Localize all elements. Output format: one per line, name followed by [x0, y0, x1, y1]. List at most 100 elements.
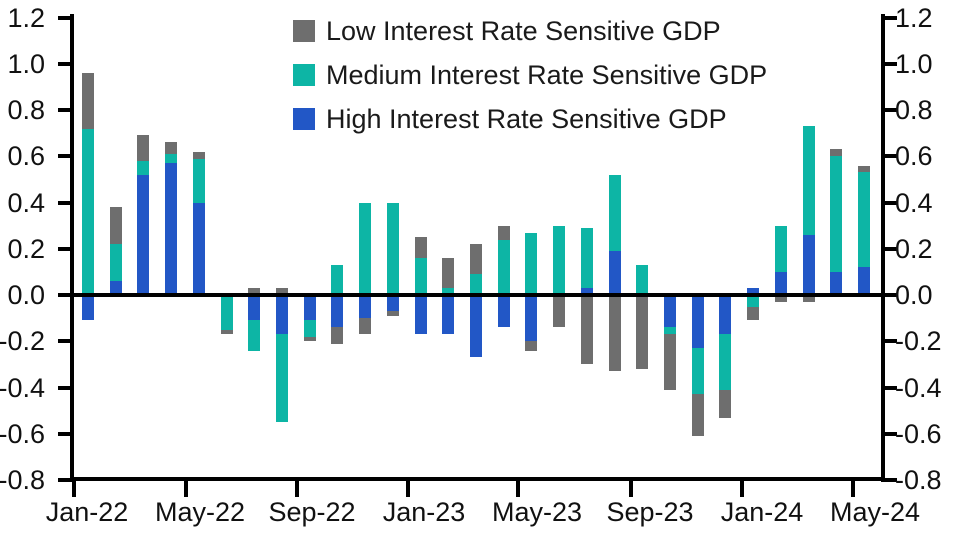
y-axis-tick — [58, 200, 74, 205]
bar-segment — [414, 258, 427, 295]
bar-segment — [608, 251, 621, 295]
bar-segment — [248, 320, 261, 351]
x-tick-label: Jan-24 — [720, 497, 804, 527]
bar-segment — [663, 334, 676, 390]
y-axis-tick — [58, 15, 74, 20]
bar-segment — [830, 271, 843, 295]
bar-segment — [442, 295, 455, 335]
bar-segment — [331, 264, 344, 295]
y-axis-tick — [58, 154, 74, 159]
bar-segment — [442, 288, 455, 295]
y-axis-tick — [881, 154, 897, 159]
y-axis-tick — [58, 431, 74, 436]
bar-segment — [497, 239, 510, 295]
y-axis-tick — [58, 293, 74, 297]
y-axis-tick — [881, 293, 897, 297]
bar-segment — [469, 295, 482, 358]
y-tick-label: -0.4 — [0, 372, 45, 403]
bar-segment — [82, 295, 94, 321]
y-tick-label: 1.2 — [895, 2, 933, 33]
bar-segment — [248, 288, 261, 295]
x-tick-label: Sep-22 — [268, 497, 356, 527]
y-tick-label: -0.2 — [895, 326, 942, 357]
bar-segment — [580, 288, 593, 295]
bar-segment — [137, 135, 150, 161]
x-tick-label: Sep-23 — [606, 497, 694, 527]
bar-segment — [802, 295, 815, 302]
bar-segment — [830, 156, 843, 272]
x-tick-label: May-23 — [491, 497, 583, 527]
y-axis-tick — [881, 246, 897, 251]
bar-segment — [220, 329, 233, 335]
y-tick-label: 0.2 — [7, 233, 45, 264]
y-tick-label: 0.6 — [895, 141, 933, 172]
bar-segment — [525, 341, 538, 351]
legend-label-high: High Interest Rate Sensitive GDP — [326, 104, 727, 134]
plot-area — [58, 14, 897, 497]
bar-segment — [275, 334, 288, 423]
bar-segment — [248, 295, 261, 321]
legend-swatch-medium-icon — [293, 64, 315, 86]
bar-segment — [303, 336, 316, 342]
x-tick-label: Jan-22 — [45, 497, 129, 527]
y-tick-label: -0.6 — [895, 418, 942, 449]
bar-segment — [857, 172, 870, 268]
y-axis-tick — [881, 200, 897, 205]
legend-item-low: Low Interest Rate Sensitive GDP — [293, 17, 767, 45]
x-axis-tick — [72, 481, 76, 497]
bar-segment — [165, 163, 178, 295]
x-axis-tick — [516, 481, 520, 497]
y-tick-label: 0.0 — [7, 280, 45, 310]
bar-segment — [525, 295, 538, 342]
bar-segment — [109, 281, 122, 295]
bar-segment — [386, 202, 399, 295]
bar-segment — [192, 158, 205, 203]
y-axis-tick — [881, 15, 897, 20]
y-axis-tick — [58, 339, 74, 344]
bar-segment — [359, 202, 372, 295]
bar-segment — [303, 320, 316, 337]
y-axis-labels-left: 1.2 1.0 0.8 0.6 0.4 0.2 0.0 -0.2 -0.4 -0.6 -0.8 — [0, 0, 46, 541]
bar-segment — [802, 126, 815, 235]
bar-segment — [663, 295, 676, 328]
y-tick-label: -0.4 — [895, 372, 942, 403]
bar-segment — [220, 295, 233, 330]
bar-segment — [414, 295, 427, 335]
bar-segment — [747, 306, 760, 321]
bar-segment — [719, 389, 732, 418]
bar-segment — [137, 160, 150, 175]
bar-segment — [497, 225, 510, 240]
bar-segment — [275, 288, 288, 295]
y-axis-tick — [58, 108, 74, 112]
y-tick-label: 1.2 — [7, 2, 45, 33]
zero-baseline — [70, 293, 885, 297]
bar-segment — [580, 227, 593, 289]
legend-item-medium: Medium Interest Rate Sensitive GDP — [293, 61, 767, 89]
legend-item-high: High Interest Rate Sensitive GDP — [293, 105, 767, 133]
y-axis-tick — [58, 61, 74, 66]
bar-segment — [719, 295, 732, 335]
x-axis-tick — [406, 481, 410, 497]
bar-segment — [442, 258, 455, 289]
bar-segment — [580, 295, 593, 365]
legend-label-low: Low Interest Rate Sensitive GDP — [326, 16, 721, 46]
y-tick-label: 1.0 — [895, 48, 933, 79]
bar-segment — [469, 244, 482, 275]
legend-swatch-high-icon — [293, 108, 315, 130]
y-axis-tick — [58, 478, 74, 482]
bar-segment — [857, 267, 870, 295]
bar-segment — [636, 264, 649, 295]
x-axis-tick — [851, 481, 855, 497]
bar-segment — [386, 311, 399, 316]
y-axis-labels-right: 1.2 1.0 0.8 0.6 0.4 0.2 0.0 -0.2 -0.4 -0.6 -0.8 — [893, 0, 960, 541]
bar-segment — [109, 207, 122, 245]
bar-segment — [691, 348, 704, 395]
bar-segment — [331, 295, 344, 328]
y-tick-label: 1.0 — [7, 48, 45, 79]
legend-swatch-low-icon — [293, 20, 315, 42]
bar-segment — [525, 232, 538, 295]
bar-segment — [192, 202, 205, 295]
y-tick-label: 0.4 — [895, 187, 933, 218]
bar-segment — [303, 295, 316, 321]
